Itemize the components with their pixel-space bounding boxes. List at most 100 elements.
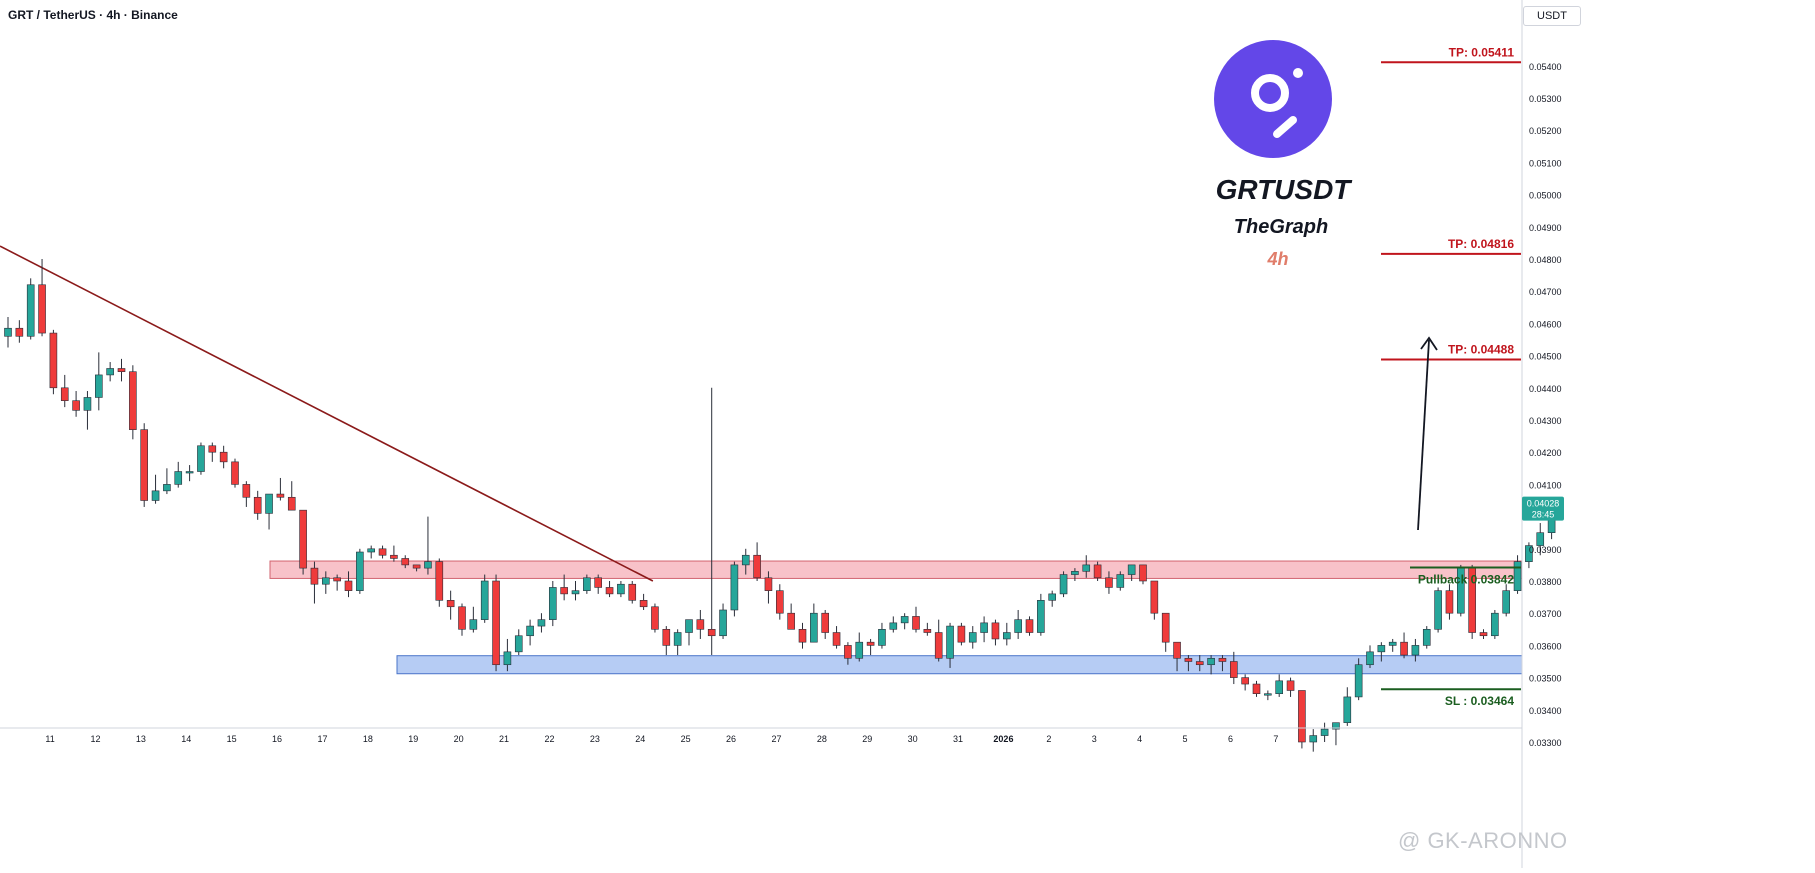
- candle-body: [1536, 532, 1545, 546]
- candles-layer: [4, 259, 1556, 752]
- candle-body: [1366, 651, 1374, 666]
- candle-body: [344, 580, 353, 591]
- candle-body: [38, 284, 46, 334]
- tp-label: TP: 0.04816: [1448, 237, 1514, 251]
- candle-body: [1093, 564, 1102, 579]
- candle-body: [1116, 574, 1125, 588]
- x-tick-label: 20: [454, 734, 464, 744]
- candle-body: [83, 397, 92, 411]
- candle-body: [946, 625, 954, 659]
- x-tick-label: 30: [908, 734, 918, 744]
- candle-body: [719, 609, 727, 637]
- x-tick-label: 11: [45, 734, 54, 744]
- candle-body: [1059, 574, 1068, 595]
- y-tick-label: 0.04500: [1529, 352, 1562, 362]
- x-tick-label: 21: [499, 734, 509, 744]
- candle-body: [1195, 661, 1204, 666]
- y-tick-label: 0.04600: [1529, 319, 1562, 329]
- candle-body: [923, 628, 932, 633]
- candle-body: [1377, 645, 1386, 653]
- x-tick-label: 12: [90, 734, 100, 744]
- thegraph-logo-icon: [1214, 40, 1332, 158]
- candle-body: [95, 374, 103, 398]
- candle-body: [1309, 735, 1318, 743]
- axis-unit-button[interactable]: USDT: [1523, 6, 1581, 26]
- candle-body: [968, 632, 977, 643]
- thegraph-logo-ring: [1251, 74, 1289, 112]
- x-tick-label: 2: [1046, 734, 1051, 744]
- candle-body: [163, 484, 171, 492]
- candle-body: [1127, 564, 1136, 575]
- candle-body: [1445, 590, 1454, 614]
- candle-body: [526, 625, 534, 637]
- candle-body: [49, 332, 58, 389]
- descending-trendline: [0, 245, 654, 582]
- candle-body: [1241, 677, 1249, 685]
- candle-body: [1048, 593, 1056, 601]
- candle-body: [503, 651, 512, 666]
- x-tick-label: 16: [272, 734, 282, 744]
- y-tick-label: 0.03900: [1529, 545, 1562, 555]
- sl-label: SL : 0.03464: [1445, 694, 1514, 708]
- x-tick-label: 27: [771, 734, 781, 744]
- x-tick-label: 17: [317, 734, 327, 744]
- candle-body: [1173, 641, 1181, 659]
- overlay-pair: GRTUSDT: [1216, 174, 1354, 205]
- candle-body: [1275, 680, 1283, 695]
- candle-body: [390, 554, 398, 559]
- x-tick-label: 15: [227, 734, 237, 744]
- candle-body: [106, 368, 114, 376]
- x-tick-label: 24: [635, 734, 645, 744]
- candle-body: [4, 327, 12, 337]
- y-tick-label: 0.05300: [1529, 94, 1562, 104]
- candle-body: [912, 616, 920, 630]
- candle-body: [560, 587, 568, 595]
- logo-layer: GRTUSDT TheGraph 4h: [1214, 40, 1353, 269]
- candle-body: [208, 445, 217, 453]
- candle-body: [639, 600, 648, 608]
- candle-body: [424, 561, 432, 569]
- projection-arrow-layer: [1417, 336, 1438, 531]
- candle-body: [1184, 657, 1193, 662]
- candle-body: [662, 628, 671, 646]
- candle-body: [628, 583, 637, 601]
- candle-body: [458, 606, 466, 630]
- x-tick-label: 7: [1273, 734, 1278, 744]
- candle-body: [1218, 657, 1227, 662]
- candle-body: [1207, 657, 1215, 666]
- y-tick-label: 0.04200: [1529, 448, 1562, 458]
- candle-body: [1071, 571, 1079, 575]
- candle-body: [321, 577, 330, 585]
- candle-body: [878, 628, 886, 646]
- candle-body: [401, 558, 410, 566]
- candle-body: [764, 577, 773, 591]
- candle-body: [991, 622, 1000, 640]
- y-tick-label: 0.05200: [1529, 126, 1562, 136]
- candle-body: [1479, 632, 1488, 637]
- price-axis[interactable]: 0.05400 0.05300 0.05200 0.05100 0.05000 0.049…: [1521, 0, 1562, 868]
- candle-body: [1264, 693, 1272, 696]
- candle-body: [1286, 680, 1295, 691]
- candle-body: [1513, 561, 1522, 591]
- candle-body: [72, 400, 80, 411]
- y-tick-label: 0.05400: [1529, 62, 1562, 72]
- x-tick-label: 22: [544, 734, 554, 744]
- candle-body: [1525, 545, 1533, 562]
- candle-body: [571, 590, 580, 595]
- candle-body: [1037, 600, 1045, 633]
- candle-body: [537, 619, 546, 627]
- x-tick-label: 29: [862, 734, 872, 744]
- candle-body: [798, 628, 807, 643]
- candle-body: [231, 461, 239, 485]
- candle-body: [197, 445, 205, 472]
- time-axis[interactable]: 11 12 13 14 15 16 17 18 19 20 21 22 23 24 25 26 27 28 29 30…: [0, 727, 1522, 744]
- candle-body: [253, 496, 262, 514]
- x-tick-label: 6: [1228, 734, 1233, 744]
- watermark: @ GK-ARONNO: [1398, 828, 1568, 853]
- candle-body: [356, 551, 364, 591]
- y-tick-label: 0.03500: [1529, 674, 1562, 684]
- y-tick-label: 0.04300: [1529, 416, 1562, 426]
- support-zone: [396, 655, 1523, 675]
- candle-body: [548, 587, 557, 620]
- candle-body: [1502, 590, 1510, 614]
